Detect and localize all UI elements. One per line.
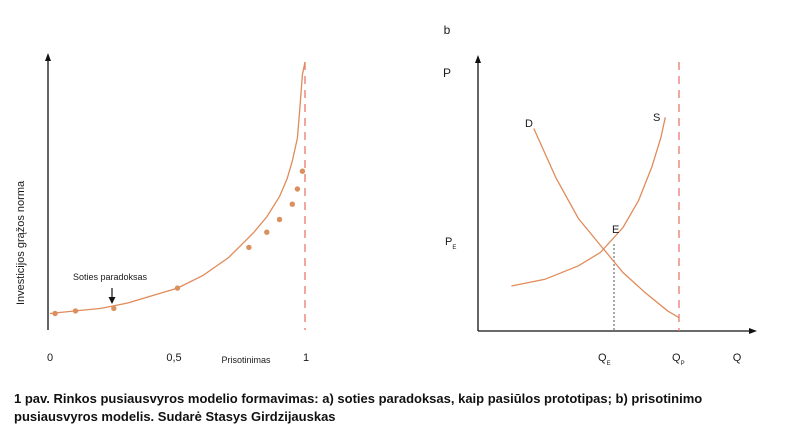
- panel-b-qp-label: QP: [672, 352, 685, 367]
- panel-b-qe-label: QE: [598, 352, 611, 367]
- panel-b-label: b: [444, 23, 451, 37]
- panel-b-supply-curve: [511, 117, 666, 287]
- panel-a-point: [276, 216, 283, 223]
- panel-a-point: [72, 308, 79, 314]
- panel-a-annotation: Soties paradoksas: [73, 272, 148, 282]
- panel-a-point: [289, 201, 295, 207]
- panel-a-ylabel: Investicijos grąžos norma: [15, 180, 27, 305]
- figure: Soties paradoksas Investicijos grąžos no…: [15, 23, 757, 367]
- panel-a-xtick-05: 0,5: [166, 352, 181, 364]
- panel-b-ylabel: P: [443, 66, 451, 80]
- panel-b-xlabel: Q: [733, 352, 742, 364]
- panel-a-annotation-arrowhead: [108, 297, 116, 304]
- panel-a-point: [294, 186, 301, 192]
- panel-a-point: [52, 310, 58, 317]
- panel-b-equilibrium-chart: b P D S E PE QE QP Q: [443, 23, 757, 367]
- figure-caption: 1 pav. Rinkos pusiausvyros modelio forma…: [14, 391, 703, 424]
- panel-a-point: [299, 168, 306, 174]
- panel-b-x-axis-arrow: [749, 328, 757, 334]
- panel-a-xtick-0: 0: [47, 352, 53, 364]
- panel-a-points: [52, 168, 306, 317]
- panel-a-xlabel: Prisotinimas: [221, 355, 271, 365]
- panel-b-demand-curve: [533, 128, 680, 319]
- panel-a-point: [174, 285, 181, 291]
- panel-b-equilibrium-label: E: [612, 224, 619, 236]
- panel-a-y-axis-arrow: [45, 53, 51, 61]
- panel-a-point: [246, 244, 252, 251]
- panel-a-curve: [49, 61, 306, 315]
- panel-b-y-axis-arrow: [475, 55, 481, 63]
- panel-b-pe-label: PE: [445, 236, 456, 251]
- panel-a-saturation-chart: Soties paradoksas Investicijos grąžos no…: [15, 53, 309, 365]
- panel-a-xtick-1: 1: [303, 352, 309, 364]
- panel-a-point: [264, 229, 270, 235]
- panel-a-point: [111, 305, 117, 312]
- panel-b-demand-label: D: [525, 118, 533, 130]
- panel-b-supply-label: S: [653, 112, 660, 124]
